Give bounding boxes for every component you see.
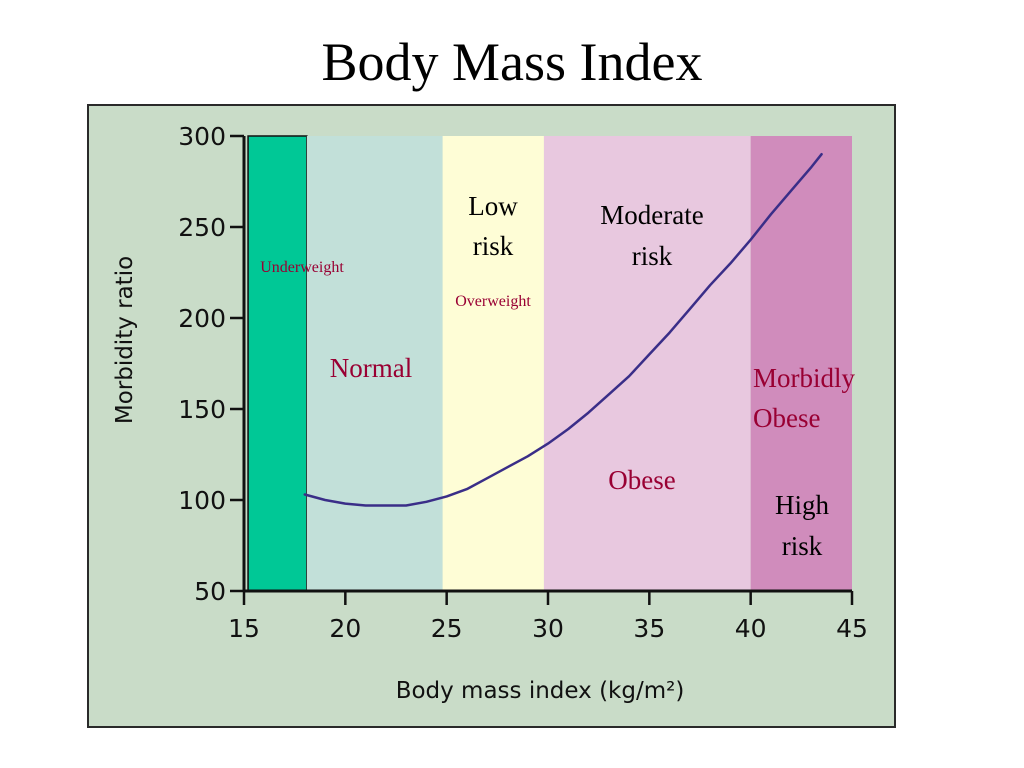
series-layer [303, 152, 823, 507]
x-tick-label: 15 [228, 614, 260, 643]
annotation-morbidly: Morbidly [753, 363, 856, 393]
band-obese [543, 136, 751, 591]
y-tick-label: 100 [178, 486, 226, 515]
y-tick-label: 150 [178, 395, 226, 424]
x-axis-label: Body mass index (kg/m²) [396, 678, 685, 704]
y-tick-label: 200 [178, 304, 226, 333]
band-underweight [247, 135, 308, 592]
x-tick-label: 45 [836, 614, 868, 643]
x-tick-label: 25 [431, 614, 463, 643]
axes: 50 100 150 200 250 300 15 20 25 30 35 40 45 [178, 122, 868, 643]
x-tick-label: 30 [532, 614, 564, 643]
annotation-normal: Normal [330, 353, 412, 383]
annotation-high-risk-2: risk [782, 531, 823, 561]
annotation-low-risk-2: risk [473, 231, 514, 261]
annotation-moderate-risk-2: risk [632, 241, 673, 271]
y-ticks: 50 100 150 200 250 300 [178, 122, 244, 606]
band-overweight [442, 136, 544, 591]
band-morbidly-obese [750, 136, 852, 591]
annotation-obese-2: Obese [753, 403, 820, 433]
y-tick-label: 50 [194, 577, 226, 606]
y-axis-label: Morbidity ratio [112, 256, 138, 424]
bmi-bands [247, 135, 852, 592]
annotation-low-risk-1: Low [468, 191, 518, 221]
annotation-underweight: Underweight [260, 259, 344, 276]
x-ticks: 15 20 25 30 35 40 45 [228, 591, 868, 643]
band-normal [306, 136, 443, 591]
annotation-overweight: Overweight [455, 293, 531, 310]
x-tick-label: 35 [633, 614, 665, 643]
annotation-obese: Obese [608, 465, 675, 495]
series-line-0 [303, 152, 823, 507]
slide-title: Body Mass Index [321, 32, 703, 92]
x-tick-label: 20 [329, 614, 361, 643]
annotation-high-risk-1: High [775, 490, 830, 520]
annotation-moderate-risk-1: Moderate [600, 200, 703, 230]
annotations: Underweight Normal Low risk Overweight Modera… [260, 191, 855, 561]
y-tick-label: 250 [178, 213, 226, 242]
y-tick-label: 300 [178, 122, 226, 151]
x-tick-label: 40 [735, 614, 767, 643]
